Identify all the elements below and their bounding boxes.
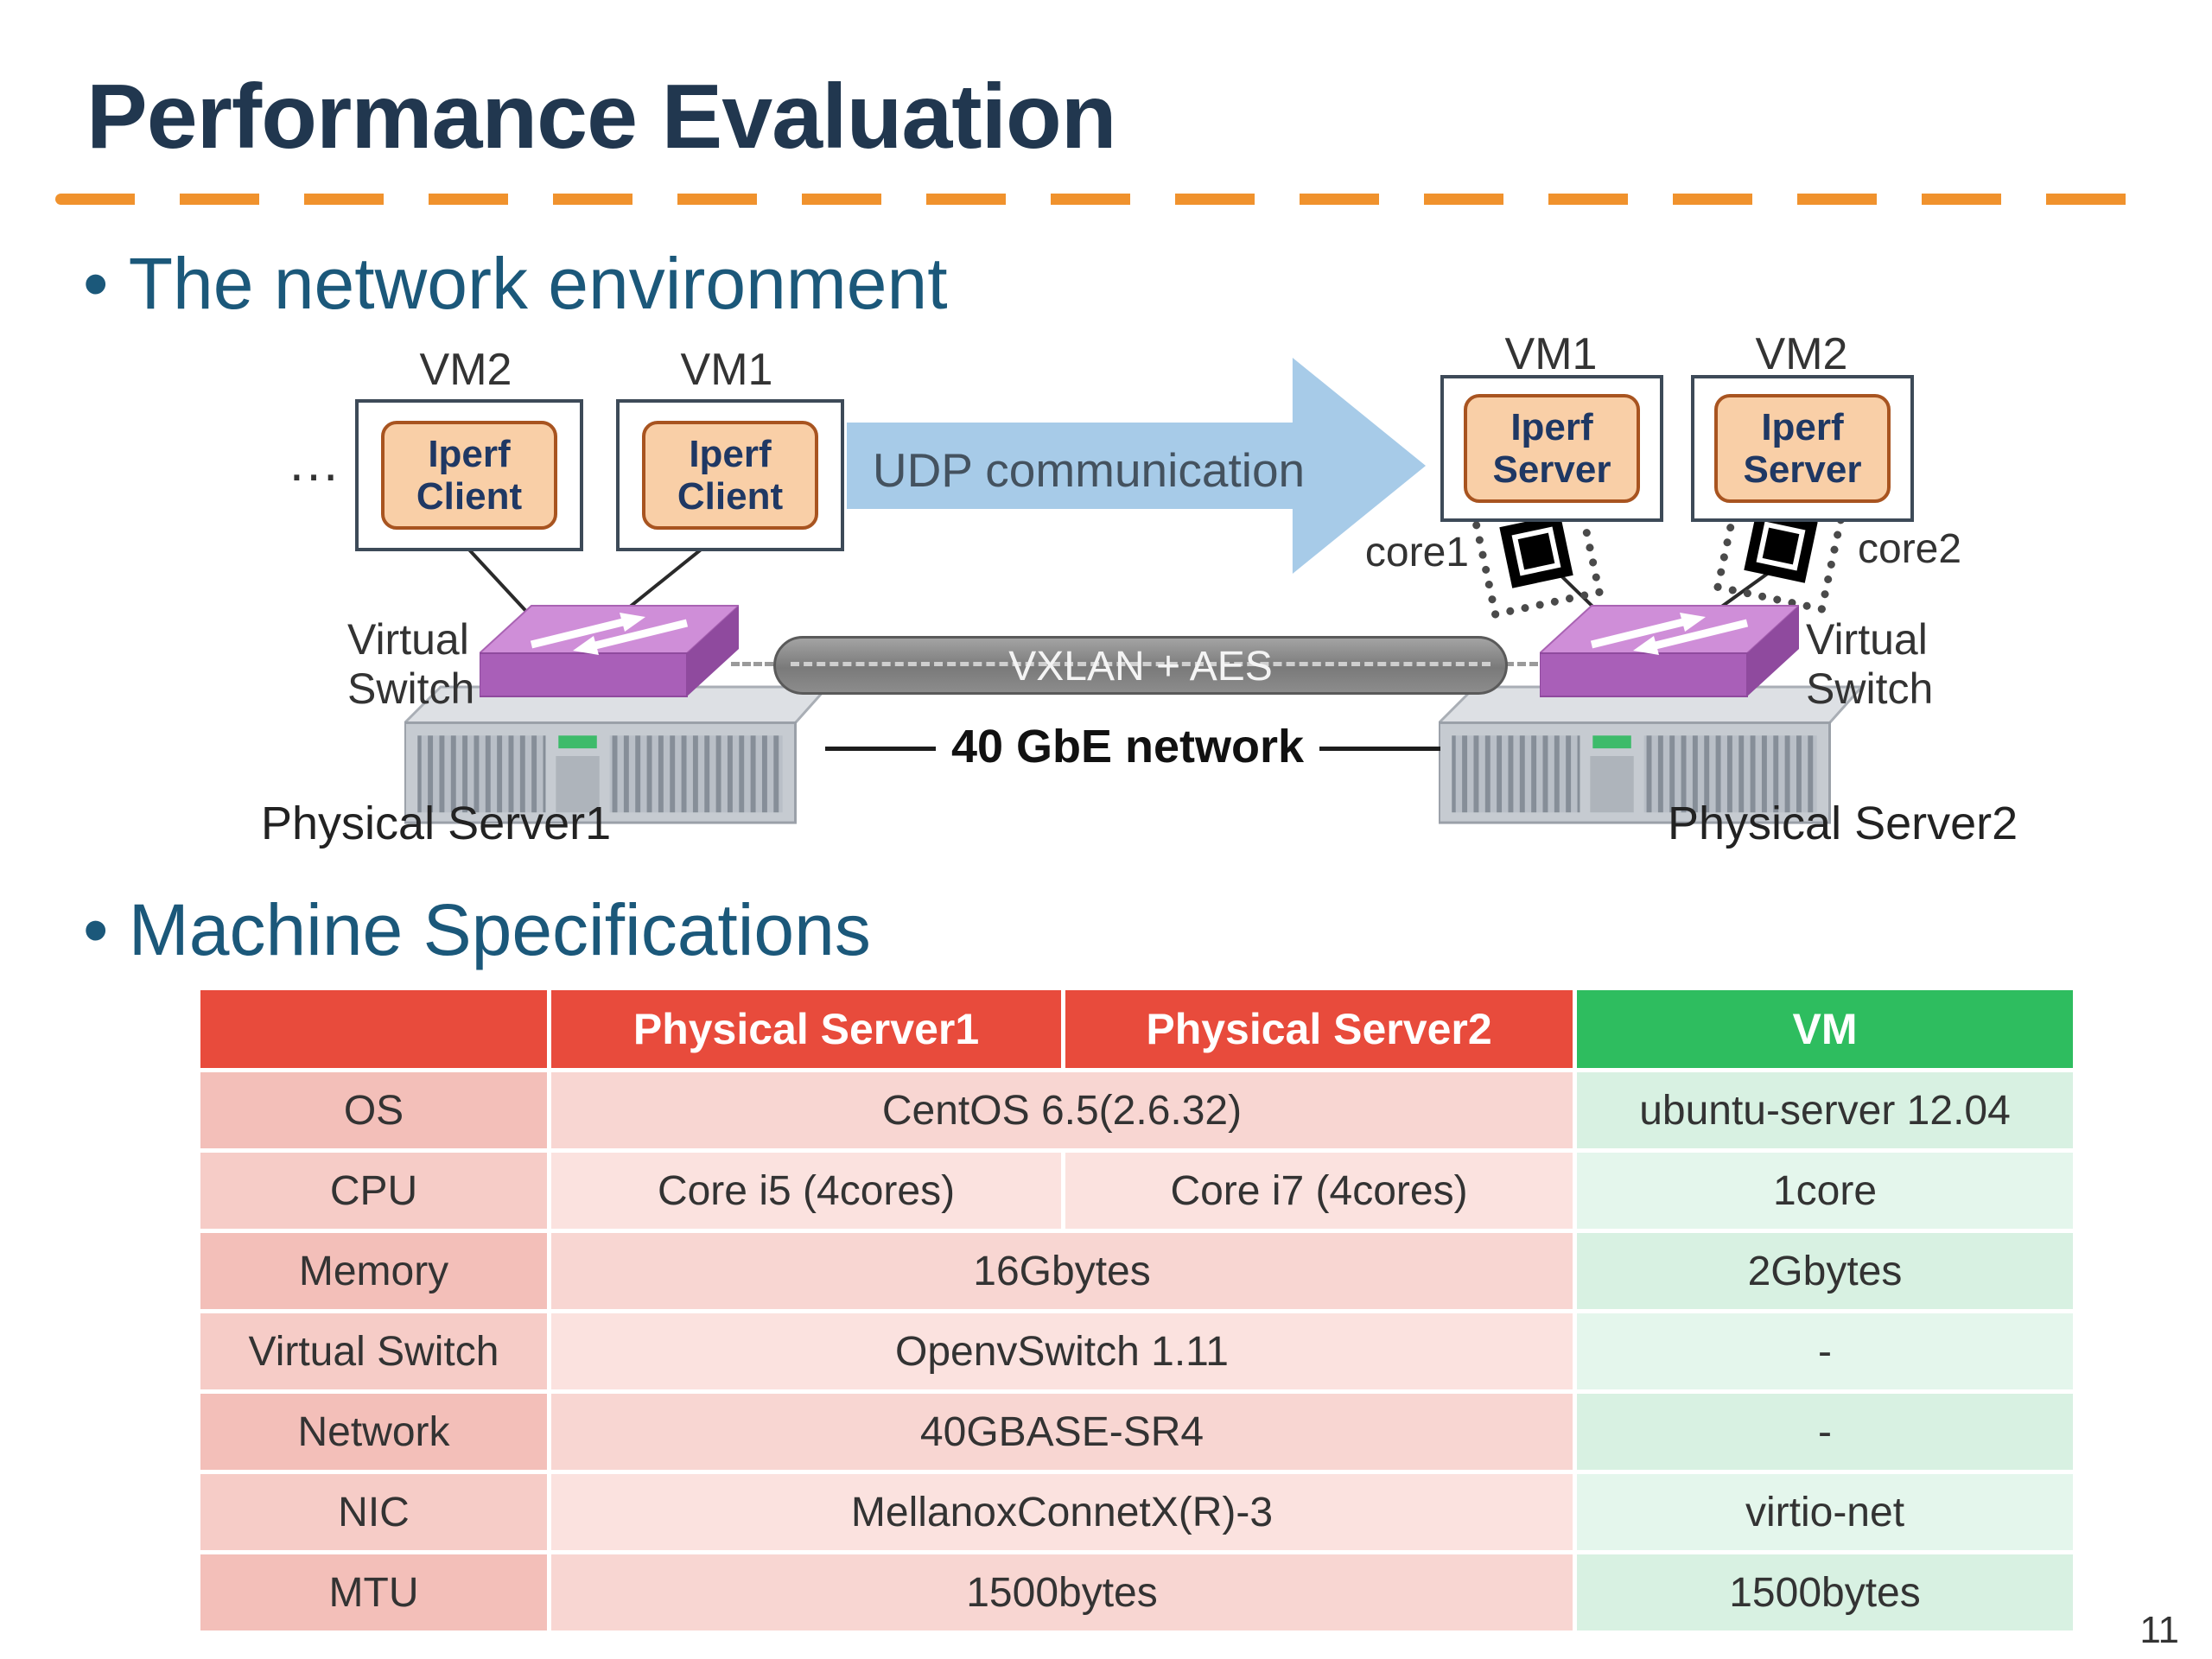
iperf-server-box: Iperf Server — [1714, 394, 1891, 503]
spec-row-label: NIC — [196, 1470, 551, 1554]
table-row-cpu: CPU Core i5 (4cores) Core i7 (4cores) 1c… — [196, 1148, 2077, 1233]
vm2-server-box: Iperf Server — [1691, 375, 1914, 522]
spec-value-vm: 2Gbytes — [1573, 1229, 2077, 1313]
orange-dashed-rule — [55, 194, 2165, 205]
spec-value-vm: ubuntu-server 12.04 — [1573, 1068, 2077, 1153]
spec-value-vm: - — [1573, 1309, 2077, 1394]
header-physical-server1: Physical Server1 — [547, 986, 1065, 1072]
table-row-virtual-switch: Virtual Switch OpenvSwitch 1.11 - — [196, 1309, 2077, 1394]
section-heading-specs: Machine Specifications — [83, 888, 871, 972]
spec-value: Core i7 (4cores) — [1061, 1148, 1577, 1233]
spec-value: Core i5 (4cores) — [547, 1148, 1065, 1233]
spec-value: OpenvSwitch 1.11 — [547, 1309, 1577, 1394]
iperf-client-box: Iperf Client — [381, 421, 557, 530]
table-row-nic: NIC MellanoxConnetX(R)-3 virtio-net — [196, 1470, 2077, 1554]
vm1-box: Iperf Client — [616, 399, 844, 551]
vm2-label-left: VM2 — [419, 345, 512, 395]
table-row-memory: Memory 16Gbytes 2Gbytes — [196, 1229, 2077, 1313]
vm1-label-right: VM1 — [1504, 329, 1598, 379]
spec-value-vm: 1500bytes — [1573, 1550, 2077, 1635]
spec-value-vm: 1core — [1573, 1148, 2077, 1233]
vm1-server-box: Iperf Server — [1440, 375, 1663, 522]
virtual-switch-icon — [1540, 605, 1799, 697]
page-title: Performance Evaluation — [86, 66, 1117, 168]
virtual-switch-label-left: Virtual Switch — [347, 615, 475, 713]
spec-value: 16Gbytes — [547, 1229, 1577, 1313]
server-rack-icon — [1439, 685, 1862, 824]
spec-row-label: Memory — [196, 1229, 551, 1313]
page-number: 11 — [2139, 1609, 2179, 1651]
spec-row-label: OS — [196, 1068, 551, 1153]
table-row-network: Network 40GBASE-SR4 - — [196, 1389, 2077, 1474]
virtual-switch-icon — [480, 605, 739, 697]
spec-row-label: Virtual Switch — [196, 1309, 551, 1394]
spec-row-label: MTU — [196, 1550, 551, 1635]
spec-value: 1500bytes — [547, 1550, 1577, 1635]
spec-value: MellanoxConnetX(R)-3 — [547, 1470, 1577, 1554]
machine-specs-table: Physical Server1 Physical Server2 VM OS … — [196, 986, 2077, 1635]
header-vm: VM — [1573, 986, 2077, 1072]
network-wire-right — [1319, 747, 1440, 751]
network-wire-left — [825, 747, 936, 751]
table-row-os: OS CentOS 6.5(2.6.32) ubuntu-server 12.0… — [196, 1068, 2077, 1153]
iperf-server-box: Iperf Server — [1464, 394, 1640, 503]
physical-server2-label: Physical Server2 — [1668, 798, 2018, 849]
tunnel-dash-right — [1505, 662, 1550, 666]
physical-server1-label: Physical Server1 — [261, 798, 612, 849]
header-empty — [196, 986, 551, 1072]
tunnel-dash-left — [731, 662, 785, 666]
server-rack-icon — [404, 685, 828, 824]
gbe-network-label: 40 GbE network — [950, 721, 1305, 772]
tunnel-dash-center — [791, 662, 1491, 666]
more-vms-ellipsis: … — [287, 433, 340, 493]
spec-value-vm: - — [1573, 1389, 2077, 1474]
spec-value-vm: virtio-net — [1573, 1470, 2077, 1554]
core2-label: core2 — [1858, 526, 1962, 572]
table-header-row: Physical Server1 Physical Server2 VM — [196, 986, 2077, 1072]
core1-label: core1 — [1364, 530, 1469, 575]
table-row-mtu: MTU 1500bytes 1500bytes — [196, 1550, 2077, 1635]
vm1-label-left: VM1 — [680, 345, 773, 395]
header-physical-server2: Physical Server2 — [1061, 986, 1577, 1072]
virtual-switch-label-right: Virtual Switch — [1806, 615, 1934, 713]
vm2-label-right: VM2 — [1755, 329, 1848, 379]
iperf-client-box: Iperf Client — [642, 421, 818, 530]
spec-row-label: CPU — [196, 1148, 551, 1233]
udp-communication-label: UDP communication — [872, 443, 1306, 497]
spec-value: 40GBASE-SR4 — [547, 1389, 1577, 1474]
spec-value: CentOS 6.5(2.6.32) — [547, 1068, 1577, 1153]
vxlan-aes-label: VXLAN + AES — [1008, 644, 1273, 690]
vm2-box: Iperf Client — [355, 399, 583, 551]
section-heading-network: The network environment — [83, 242, 948, 326]
spec-row-label: Network — [196, 1389, 551, 1474]
